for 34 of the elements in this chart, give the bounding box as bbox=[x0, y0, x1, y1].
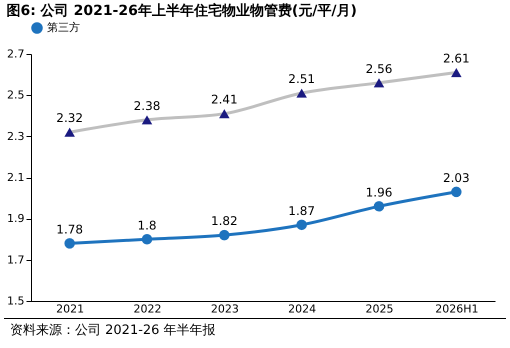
data-label: 2.41 bbox=[210, 92, 238, 107]
data-label: 2.56 bbox=[366, 62, 392, 76]
x-tick-label: 2023 bbox=[210, 302, 239, 316]
y-tick-label: 2.1 bbox=[7, 171, 24, 184]
point bbox=[142, 234, 152, 244]
data-label: 1.87 bbox=[288, 204, 316, 218]
y-tick-label: 1.9 bbox=[7, 212, 24, 226]
data-label: 1.82 bbox=[210, 214, 238, 228]
text: 资料来源：公司 2021-26 年半年报 bbox=[4, 318, 506, 341]
point bbox=[451, 186, 462, 198]
x-tick-label: 2022 bbox=[134, 302, 162, 316]
x-tick-label: 2024 bbox=[288, 302, 316, 316]
y-tick-label: 2.7 bbox=[7, 48, 24, 60]
point bbox=[374, 201, 384, 212]
x-tick-label: 2025 bbox=[366, 302, 394, 316]
x-tick-label: 2021 bbox=[56, 302, 84, 316]
legend-label: 第三方 bbox=[47, 21, 80, 34]
y-tick-label: 1.7 bbox=[7, 253, 24, 266]
point bbox=[64, 238, 75, 249]
data-label: 2.51 bbox=[288, 72, 316, 86]
data-label: 1.8 bbox=[137, 218, 157, 232]
data-label: 2.03 bbox=[442, 170, 470, 185]
point bbox=[296, 220, 307, 230]
point bbox=[219, 230, 230, 240]
y-tick-label: 2.5 bbox=[7, 88, 24, 102]
x-tick-label: 2026H1 bbox=[435, 302, 478, 316]
y-tick-label: 1.5 bbox=[7, 294, 24, 308]
data-label: 2.32 bbox=[56, 111, 84, 126]
chart-title: 图6: 公司 2021-26年上半年住宅物业物管费(元/平/月) bbox=[6, 2, 357, 19]
y-tick-label: 2.3 bbox=[7, 130, 24, 143]
data-label: 2.61 bbox=[442, 52, 470, 66]
data-label: 1.78 bbox=[56, 222, 84, 236]
data-label: 2.38 bbox=[134, 98, 160, 113]
data-label: 1.96 bbox=[366, 185, 392, 200]
